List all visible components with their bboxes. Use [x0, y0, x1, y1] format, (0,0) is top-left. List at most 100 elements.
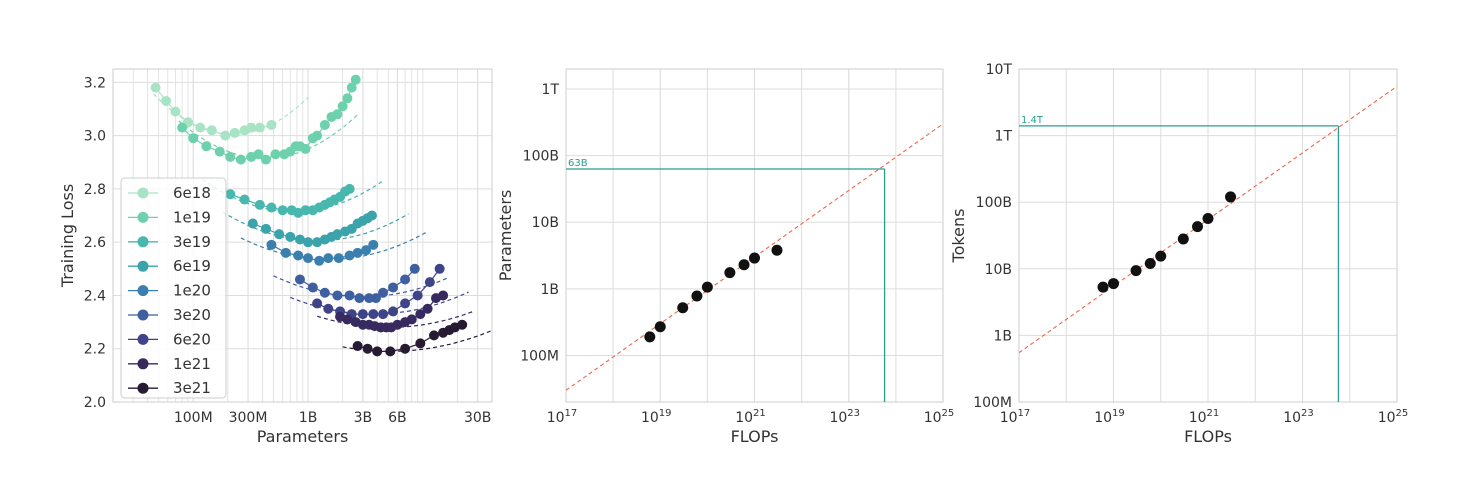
data-point-6e19: [260, 223, 271, 234]
y-tick-label: 1B: [540, 282, 559, 298]
legend-item: 6e18: [128, 184, 211, 202]
data-point-3e19: [239, 194, 250, 205]
legend-item: 6e19: [128, 257, 211, 275]
y-tick-label: 100M: [520, 348, 559, 364]
data-point-6e18: [266, 119, 277, 130]
data-point-6e18: [150, 82, 161, 93]
grid: [565, 69, 944, 402]
legend-item: 1e21: [128, 355, 211, 373]
y-tick-label: 100B: [976, 195, 1012, 211]
loss-vs-parameters-panel: 2.0 2.2 2.4 2.6 2.8 3.0 3.2 100M 300M 1B 3B 6B 30B Pa…: [58, 68, 493, 446]
data-point-3e20: [364, 293, 375, 304]
y-axis-label: Parameters: [496, 190, 515, 282]
data-point-1e19: [188, 133, 199, 144]
data-point-1e20: [368, 239, 379, 250]
data-point-1e19: [201, 141, 212, 152]
data-point-3e19: [344, 183, 355, 194]
data-point-6e20: [323, 303, 334, 314]
legend: 6e18 1e19 3e19 6e19 1e20 3e20 6e20 1e21 3e21: [120, 177, 227, 399]
data-point-1e20: [323, 253, 334, 264]
data-point-1e21: [406, 314, 417, 325]
legend-marker: [137, 309, 149, 321]
data-point: [701, 281, 713, 293]
data-point-1e20: [314, 255, 325, 266]
fit-curve-3e21: [342, 329, 492, 352]
x-tick-label: 30B: [464, 410, 491, 426]
data-point-3e21: [372, 346, 383, 357]
data-point-6e20: [424, 277, 435, 288]
data-point-1e19: [300, 143, 311, 154]
grid: [1018, 68, 1398, 403]
data-point: [1225, 191, 1237, 203]
data-point: [691, 290, 703, 302]
tokens-vs-flops-panel: 100M 1B 10B 100B 1T 10T 1017 1019 1021 1023 1025 FL…: [949, 62, 1408, 446]
data-point-3e19: [266, 202, 277, 213]
data-point-6e20: [412, 290, 423, 301]
data-point-6e18: [170, 106, 181, 117]
legend-label: 3e21: [173, 379, 211, 397]
data-point-1e19: [337, 101, 348, 112]
data-point-1e20: [266, 239, 277, 250]
y-tick-label: 100B: [523, 149, 559, 165]
legend-label: 1e20: [173, 282, 211, 300]
y-tick-label: 2.8: [84, 182, 106, 198]
data-point-3e20: [370, 293, 381, 304]
plot-frame: [565, 68, 944, 403]
data-point-1e20: [303, 253, 314, 264]
legend-marker: [137, 333, 149, 345]
data-point-6e19: [294, 234, 305, 245]
data-point-3e20: [378, 287, 389, 298]
optimal-value-label: 1.4T: [1021, 115, 1044, 126]
data-point-1e20: [352, 247, 363, 258]
data-point-1e21: [342, 314, 353, 325]
data-point-3e20: [319, 287, 330, 298]
legend-label: 6e18: [173, 184, 211, 202]
data-point-6e20: [388, 306, 399, 317]
x-tick-label: 1021: [735, 408, 766, 426]
data-point-3e20: [354, 293, 365, 304]
data-point-6e18: [254, 122, 265, 133]
legend-marker: [137, 285, 149, 297]
data-point-6e18: [229, 127, 240, 138]
legend-marker: [137, 382, 149, 394]
data-point-1e19: [350, 74, 361, 85]
data-point: [1130, 265, 1142, 277]
legend-marker: [137, 211, 149, 223]
y-tick-label: 10B: [532, 215, 559, 231]
y-axis-label: Training Loss: [58, 184, 77, 288]
legend-label: 1e21: [173, 355, 211, 373]
data-point-1e19: [235, 154, 246, 165]
legend-item: 3e20: [128, 306, 211, 324]
y-tick-label: 2.4: [84, 288, 106, 304]
data-point-1e20: [293, 250, 304, 261]
data-point-1e19: [342, 93, 353, 104]
data-point-6e19: [312, 237, 323, 248]
data-point-3e20: [332, 290, 343, 301]
data-point: [1202, 212, 1214, 224]
data-point-6e20: [400, 298, 411, 309]
data-point-6e20: [378, 309, 389, 320]
data-point: [738, 259, 750, 271]
data-point-1e19: [214, 146, 225, 157]
data-point-6e20: [357, 309, 368, 320]
legend-label: 3e19: [173, 233, 211, 251]
legend-item: 1e19: [128, 208, 211, 226]
legend-label: 3e20: [173, 306, 211, 324]
y-tick-label: 10T: [986, 62, 1013, 78]
data-point-6e19: [303, 237, 314, 248]
x-tick-label: 300M: [229, 410, 268, 426]
legend-marker: [137, 236, 149, 248]
legend-item: 3e19: [128, 233, 211, 251]
data-point-3e21: [457, 319, 468, 330]
x-tick-label: 1B: [299, 410, 318, 426]
data-point-3e20: [409, 263, 420, 274]
legend-item: 1e20: [128, 282, 211, 300]
optimal-value-label: 63B: [568, 158, 588, 169]
data-point-3e21: [352, 341, 363, 352]
data-point: [1177, 233, 1189, 245]
data-point-1e19: [225, 151, 236, 162]
x-tick-label: 1017: [547, 408, 578, 426]
x-tick-label: 1025: [1378, 408, 1409, 426]
x-tick-label: 3B: [354, 410, 373, 426]
data-point-3e20: [294, 274, 305, 285]
